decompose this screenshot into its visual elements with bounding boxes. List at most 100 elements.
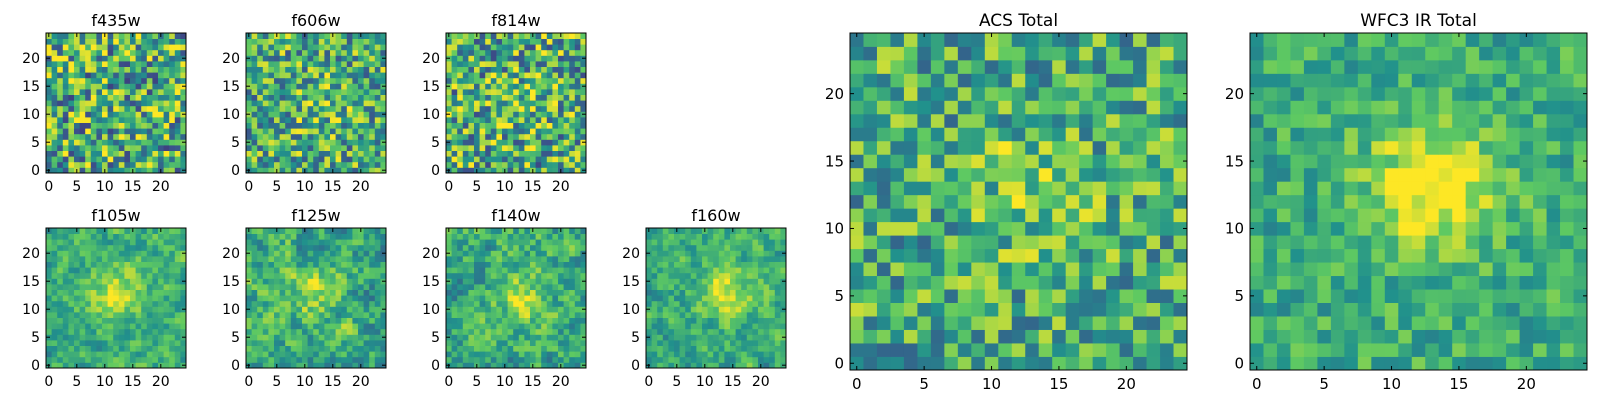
heatmap-cell — [107, 356, 114, 363]
heatmap-cell — [363, 340, 370, 346]
heatmap-cell — [341, 239, 348, 246]
heatmap-cell — [57, 100, 64, 107]
heatmap-cell — [51, 362, 58, 369]
heatmap-cell — [850, 262, 864, 277]
heatmap-cell — [1011, 302, 1026, 317]
heatmap-cell — [74, 328, 80, 335]
heatmap-cell — [651, 284, 658, 290]
heatmap-cell — [313, 323, 320, 330]
heatmap-cell — [984, 181, 999, 196]
heatmap-cell — [984, 289, 999, 303]
heatmap-cell — [524, 362, 531, 369]
heatmap-cell — [457, 77, 464, 84]
heatmap-cell — [685, 228, 692, 234]
heatmap-cell — [274, 139, 280, 146]
heatmap-cell — [285, 111, 292, 118]
heatmap-cell — [274, 55, 280, 62]
heatmap-cell — [490, 228, 497, 234]
heatmap-cell — [1079, 167, 1094, 182]
heatmap-cell — [130, 150, 136, 157]
heatmap-cell — [363, 44, 370, 51]
heatmap-cell — [563, 233, 570, 240]
heatmap-cell — [541, 289, 548, 296]
heatmap-cell — [152, 284, 159, 290]
heatmap-cell — [358, 122, 364, 129]
heatmap-cell — [251, 77, 258, 84]
heatmap-cell — [257, 345, 264, 352]
heatmap-cell — [524, 345, 531, 352]
heatmap-cell — [346, 100, 353, 107]
heatmap-cell — [318, 345, 325, 352]
heatmap-cell — [102, 356, 108, 363]
heatmap-cell — [518, 239, 525, 246]
heatmap-cell — [369, 61, 376, 67]
heatmap-cell — [369, 49, 376, 56]
heatmap-cell — [279, 356, 286, 363]
heatmap-cell — [169, 89, 176, 95]
heatmap-cell — [574, 295, 581, 302]
heatmap-cell — [580, 44, 587, 51]
heatmap-cell — [369, 228, 376, 234]
heatmap-cell — [541, 66, 548, 73]
heatmap-cell — [496, 38, 503, 45]
heatmap-cell — [274, 105, 280, 112]
heatmap-cell — [96, 340, 103, 346]
heatmap-cell — [457, 295, 464, 302]
heatmap-cell — [468, 261, 475, 268]
heatmap-cell — [268, 233, 275, 240]
heatmap-cell — [524, 94, 531, 101]
heatmap-cell — [668, 272, 675, 279]
heatmap-cell — [90, 317, 97, 324]
heatmap-cell — [46, 122, 52, 129]
heatmap-cell — [558, 284, 564, 290]
heatmap-cell — [102, 161, 108, 168]
heatmap-cell — [251, 105, 258, 112]
heatmap-cell — [685, 289, 692, 296]
heatmap-cell — [141, 139, 148, 146]
heatmap-cell — [96, 66, 103, 73]
heatmap-cell — [758, 295, 764, 302]
heatmap-cell — [752, 278, 759, 285]
heatmap-cell — [113, 38, 120, 45]
heatmap-cell — [769, 284, 776, 290]
heatmap-cell — [141, 105, 148, 112]
heatmap-cell — [1038, 248, 1053, 263]
heatmap-cell — [146, 328, 153, 335]
heatmap-cell — [296, 228, 303, 234]
heatmap-cell — [944, 194, 959, 209]
heatmap-cell — [380, 345, 387, 352]
heatmap-cell — [152, 150, 159, 157]
heatmap-cell — [46, 150, 52, 157]
heatmap-cell — [479, 111, 486, 118]
heatmap-cell — [724, 306, 731, 313]
heatmap-cell — [296, 139, 303, 146]
heatmap-cell — [62, 295, 69, 302]
heatmap-cell — [163, 261, 170, 268]
heatmap-cell — [330, 44, 336, 51]
heatmap-cell — [285, 239, 292, 246]
heatmap-cell — [302, 161, 308, 168]
heatmap-cell — [984, 194, 999, 209]
heatmap-cell — [346, 38, 353, 45]
heatmap-cell — [1079, 221, 1094, 236]
heatmap-cell — [107, 362, 114, 369]
heatmap-cell — [62, 100, 69, 107]
heatmap-cell — [1173, 356, 1188, 371]
heatmap-cell — [257, 278, 264, 285]
heatmap-cell — [290, 345, 297, 352]
heatmap-cell — [380, 38, 387, 45]
heatmap-cell — [380, 261, 387, 268]
heatmap-cell — [563, 278, 570, 285]
heatmap-cell — [1092, 248, 1107, 263]
heatmap-cell — [135, 100, 142, 107]
heatmap-cell — [74, 72, 80, 79]
heatmap-cell — [474, 77, 480, 84]
heatmap-cell — [569, 323, 576, 330]
heatmap-cell — [279, 94, 286, 101]
heatmap-cell — [490, 278, 497, 285]
heatmap-cell — [530, 94, 536, 101]
heatmap-cell — [468, 89, 475, 95]
heatmap-cell — [262, 105, 269, 112]
heatmap-cell — [152, 267, 159, 274]
